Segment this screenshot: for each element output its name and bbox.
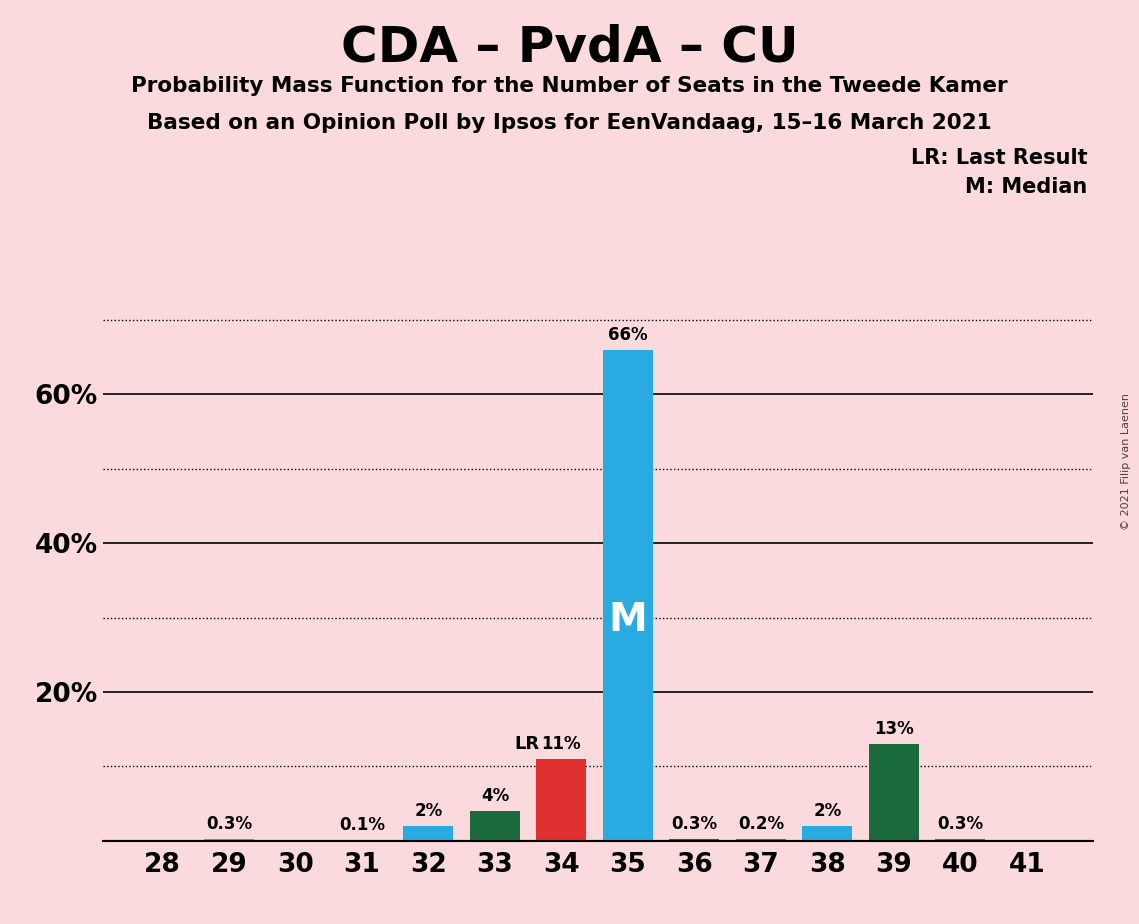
Bar (736, 839, 786, 841)
Text: LR: LR (514, 735, 540, 753)
Text: CDA – PvdA – CU: CDA – PvdA – CU (341, 23, 798, 71)
Text: Probability Mass Function for the Number of Seats in the Tweede Kamer: Probability Mass Function for the Number… (131, 76, 1008, 96)
Bar (935, 839, 985, 841)
Text: 0.3%: 0.3% (937, 815, 983, 833)
Text: 0.3%: 0.3% (206, 815, 252, 833)
Text: 0.3%: 0.3% (671, 815, 718, 833)
Text: 11%: 11% (541, 735, 581, 753)
Text: M: M (608, 601, 647, 638)
Text: 66%: 66% (608, 325, 648, 344)
Bar (670, 839, 720, 841)
Text: 0.2%: 0.2% (738, 815, 784, 833)
Text: Based on an Opinion Poll by Ipsos for EenVandaag, 15–16 March 2021: Based on an Opinion Poll by Ipsos for Ee… (147, 113, 992, 133)
Text: 4%: 4% (481, 787, 509, 805)
Bar (603, 349, 653, 841)
Bar (869, 744, 919, 841)
Text: 0.1%: 0.1% (339, 816, 385, 834)
Text: LR: Last Result: LR: Last Result (911, 148, 1088, 168)
Bar (536, 759, 587, 841)
Bar (803, 826, 852, 841)
Bar (470, 811, 519, 841)
Text: M: Median: M: Median (966, 177, 1088, 198)
Bar (204, 839, 254, 841)
Bar (403, 826, 453, 841)
Text: 2%: 2% (813, 802, 842, 820)
Text: © 2021 Filip van Laenen: © 2021 Filip van Laenen (1121, 394, 1131, 530)
Text: 13%: 13% (874, 720, 913, 738)
Text: 2%: 2% (415, 802, 443, 820)
